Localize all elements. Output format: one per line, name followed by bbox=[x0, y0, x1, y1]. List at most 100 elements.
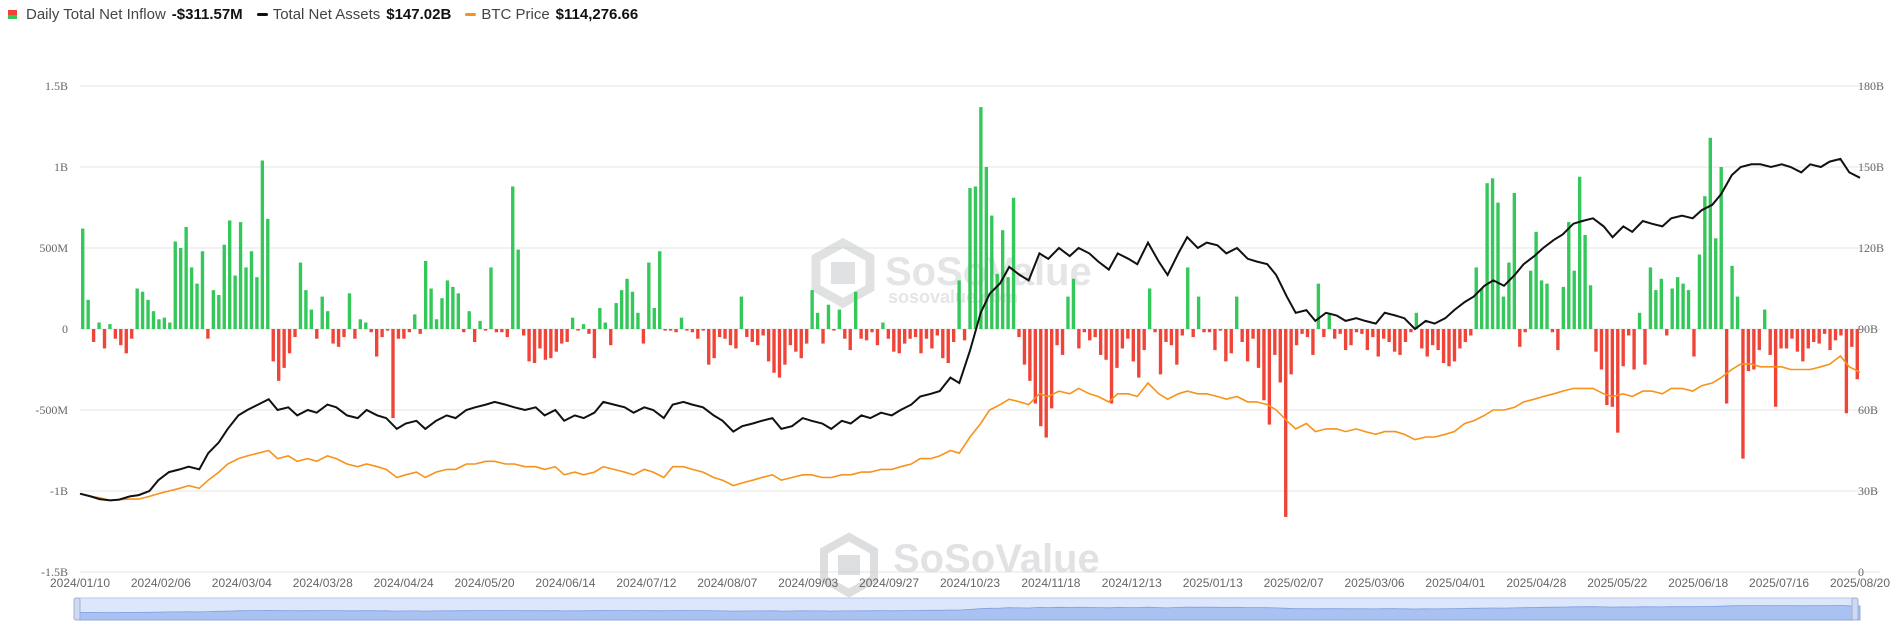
inflow-bar[interactable] bbox=[331, 329, 335, 344]
inflow-bar[interactable] bbox=[189, 267, 194, 329]
inflow-bar[interactable] bbox=[157, 319, 161, 329]
inflow-bar[interactable] bbox=[173, 241, 177, 329]
inflow-bar[interactable] bbox=[1403, 329, 1408, 342]
inflow-bar[interactable] bbox=[1436, 329, 1440, 351]
inflow-bar[interactable] bbox=[1616, 329, 1620, 433]
inflow-bar[interactable] bbox=[1670, 288, 1674, 330]
inflow-bar[interactable] bbox=[739, 296, 744, 329]
inflow-bar[interactable] bbox=[930, 329, 934, 349]
inflow-bar[interactable] bbox=[1708, 137, 1712, 329]
inflow-bar[interactable] bbox=[511, 186, 515, 329]
inflow-bar[interactable] bbox=[1697, 254, 1702, 329]
inflow-bar[interactable] bbox=[543, 329, 548, 360]
inflow-bar[interactable] bbox=[1643, 329, 1647, 365]
inflow-bar[interactable] bbox=[374, 329, 379, 357]
inflow-bar[interactable] bbox=[1610, 329, 1615, 407]
inflow-bar[interactable] bbox=[396, 329, 401, 339]
inflow-bar[interactable] bbox=[151, 311, 156, 329]
inflow-bar[interactable] bbox=[244, 267, 248, 329]
inflow-bar[interactable] bbox=[1093, 329, 1097, 338]
inflow-bar[interactable] bbox=[1387, 329, 1391, 342]
inflow-bar[interactable] bbox=[342, 329, 346, 338]
inflow-bar[interactable] bbox=[238, 222, 243, 329]
inflow-bar[interactable] bbox=[91, 329, 96, 342]
inflow-bar[interactable] bbox=[728, 329, 733, 346]
inflow-bar[interactable] bbox=[336, 329, 341, 347]
inflow-bar[interactable] bbox=[1131, 329, 1135, 362]
inflow-bar[interactable] bbox=[1773, 329, 1778, 407]
inflow-bar[interactable] bbox=[712, 329, 716, 359]
inflow-bar[interactable] bbox=[1137, 329, 1141, 378]
inflow-bar[interactable] bbox=[146, 299, 150, 329]
inflow-bar[interactable] bbox=[679, 317, 684, 329]
inflow-bar[interactable] bbox=[870, 329, 874, 333]
inflow-bar[interactable] bbox=[1060, 329, 1065, 355]
inflow-bar[interactable] bbox=[1343, 329, 1348, 351]
inflow-bar[interactable] bbox=[1006, 277, 1010, 329]
inflow-bar[interactable] bbox=[97, 322, 101, 329]
inflow-bar[interactable] bbox=[766, 329, 771, 362]
inflow-bar[interactable] bbox=[581, 324, 586, 329]
inflow-bar[interactable] bbox=[1431, 329, 1435, 346]
inflow-bar[interactable] bbox=[1768, 329, 1772, 355]
inflow-bar[interactable] bbox=[701, 329, 705, 331]
inflow-bar[interactable] bbox=[179, 248, 183, 329]
inflow-bar[interactable] bbox=[1447, 329, 1451, 367]
inflow-bar[interactable] bbox=[1245, 329, 1250, 362]
inflow-bar[interactable] bbox=[1539, 280, 1544, 329]
inflow-bar[interactable] bbox=[1033, 329, 1037, 404]
inflow-bar[interactable] bbox=[603, 322, 607, 329]
inflow-bar[interactable] bbox=[1224, 329, 1228, 362]
inflow-bar[interactable] bbox=[86, 299, 90, 329]
inflow-bar[interactable] bbox=[614, 303, 618, 329]
inflow-bar[interactable] bbox=[1763, 309, 1767, 329]
inflow-bar[interactable] bbox=[1458, 329, 1462, 349]
inflow-bar[interactable] bbox=[1561, 286, 1566, 329]
inflow-bar[interactable] bbox=[1039, 329, 1043, 427]
inflow-bar[interactable] bbox=[777, 329, 782, 378]
inflow-bar[interactable] bbox=[1588, 285, 1593, 329]
inflow-bar[interactable] bbox=[494, 329, 499, 333]
inflow-bar[interactable] bbox=[957, 280, 961, 329]
inflow-bar[interactable] bbox=[1801, 329, 1805, 362]
inflow-bar[interactable] bbox=[423, 260, 428, 329]
inflow-bar[interactable] bbox=[886, 329, 891, 339]
inflow-bar[interactable] bbox=[407, 329, 412, 333]
inflow-bar[interactable] bbox=[1844, 329, 1849, 414]
inflow-bar[interactable] bbox=[924, 329, 929, 339]
inflow-bar[interactable] bbox=[1104, 329, 1108, 360]
inflow-bar[interactable] bbox=[1648, 267, 1653, 329]
inflow-bar[interactable] bbox=[1175, 329, 1179, 365]
btc-price-line[interactable] bbox=[79, 354, 1861, 502]
inflow-bar[interactable] bbox=[1512, 192, 1517, 329]
inflow-bar[interactable] bbox=[1724, 329, 1729, 404]
inflow-bar[interactable] bbox=[1414, 312, 1419, 329]
inflow-bar[interactable] bbox=[1812, 329, 1816, 342]
inflow-bar[interactable] bbox=[913, 329, 918, 338]
inflow-bar[interactable] bbox=[1202, 329, 1206, 333]
inflow-bar[interactable] bbox=[206, 329, 210, 339]
inflow-bar[interactable] bbox=[788, 329, 793, 346]
inflow-bar[interactable] bbox=[532, 329, 537, 364]
inflow-bar[interactable] bbox=[734, 329, 738, 349]
inflow-bar[interactable] bbox=[668, 329, 673, 331]
inflow-bar[interactable] bbox=[500, 329, 504, 333]
inflow-bar[interactable] bbox=[549, 329, 553, 359]
inflow-bar[interactable] bbox=[1545, 283, 1549, 329]
inflow-bar[interactable] bbox=[1817, 329, 1821, 344]
inflow-bar[interactable] bbox=[995, 273, 999, 329]
inflow-bar[interactable] bbox=[1322, 329, 1326, 338]
inflow-bar[interactable] bbox=[1479, 288, 1484, 330]
inflow-bar[interactable] bbox=[1213, 329, 1217, 351]
inflow-bar[interactable] bbox=[418, 329, 422, 334]
inflow-bar[interactable] bbox=[843, 329, 847, 339]
inflow-bar[interactable] bbox=[652, 307, 656, 329]
inflow-bar[interactable] bbox=[647, 262, 651, 329]
inflow-bar[interactable] bbox=[1088, 329, 1092, 341]
inflow-bar[interactable] bbox=[130, 329, 134, 339]
inflow-bar[interactable] bbox=[1621, 329, 1625, 367]
inflow-bar[interactable] bbox=[113, 329, 118, 339]
inflow-bar[interactable] bbox=[1741, 329, 1745, 459]
inflow-bar[interactable] bbox=[630, 291, 635, 329]
